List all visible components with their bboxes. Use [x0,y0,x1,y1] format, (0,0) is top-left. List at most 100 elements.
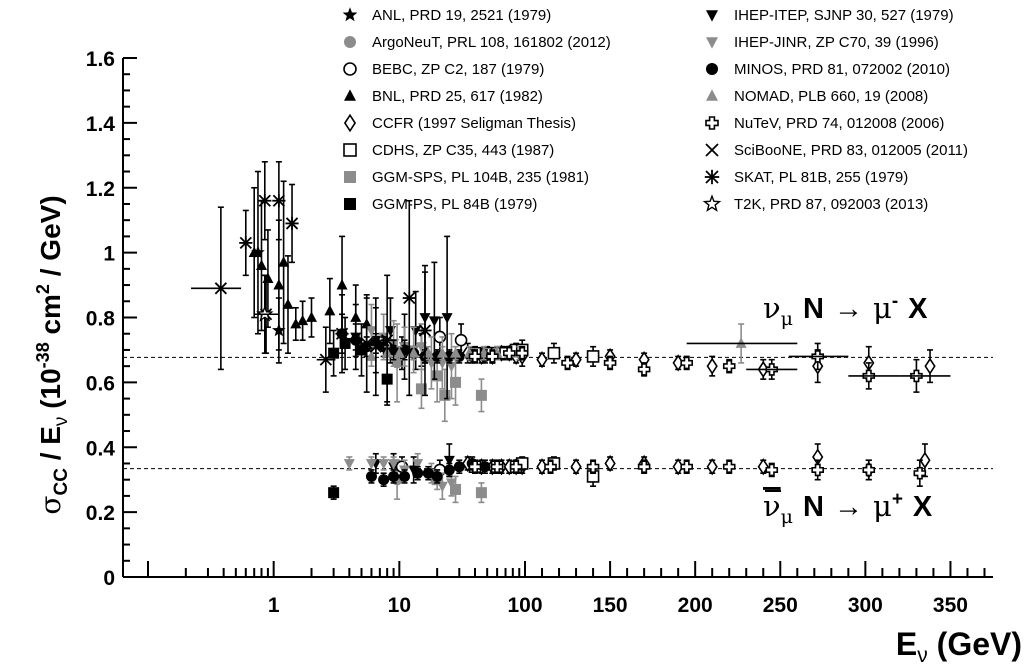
data-point [450,483,462,495]
legend-item: NuTeV, PRD 74, 012008 (2006) [705,115,944,132]
x-tick-label: 1 [268,594,280,617]
y-tick-label: 1.4 [86,113,116,136]
y-tick-label: 0 [103,567,115,590]
legend-marker [344,36,356,48]
y-tick-label: 1 [103,243,115,266]
legend-marker [344,198,356,210]
legend-marker [344,171,356,183]
legend-marker [705,143,719,157]
legend-marker [342,7,358,22]
data-point [248,246,260,258]
data-point [412,467,424,479]
legend-item: T2K, PRD 87, 092003 (2013) [702,194,928,213]
x-axis-title-e: E [896,626,917,662]
y-tick-label: 0.2 [86,502,115,525]
legend-item: CDHS, ZP C35, 443 (1987) [343,142,554,159]
data-point [339,337,351,349]
legend-label: IHEP-ITEP, SJNP 30, 527 (1979) [734,7,954,24]
data-point [388,344,400,356]
data-point [335,327,349,341]
legend-marker [706,63,718,75]
legend-label: SKAT, PL 81B, 255 (1979) [734,169,908,186]
data-point [441,313,453,324]
x-tick-label: 150 [593,594,628,617]
series [468,342,927,487]
x-tick-label: 250 [763,594,798,617]
data-point [547,346,561,360]
data-point [586,460,600,474]
series [328,316,393,500]
data-point [422,467,434,479]
data-point [412,459,424,470]
data-point [290,317,302,329]
x-axis-title-units: (GeV) [928,626,1022,662]
data-point [479,461,491,473]
data-point [360,336,374,351]
x-axis-title: Eν (GeV) [896,626,1022,666]
legend-label: T2K, PRD 87, 092003 (2013) [734,196,928,213]
data-point [536,351,548,369]
x-tick-label: 300 [848,594,883,617]
data-point [380,333,394,347]
legend-marker [704,169,720,185]
legend-item: BEBC, ZP C2, 187 (1979) [343,61,544,78]
legend-marker [706,89,718,101]
data-point [765,463,779,477]
y-axis-title-sigma: σ [34,496,67,515]
legend-item: GGM-PS, PL 84B (1979) [344,196,537,213]
legend-label: ArgoNeuT, PRL 108, 161802 (2012) [372,34,611,51]
nu-label-mu: μ [873,291,892,325]
data-point [239,236,253,250]
nu-label-sub: μ [781,308,793,330]
data-point [431,470,443,482]
data-point [278,256,290,267]
y-axis-title-units-b: cm [35,294,66,342]
y-tick-label: 1.6 [86,48,115,71]
legend-marker [706,10,718,22]
data-point [502,346,516,360]
data-point [328,347,340,359]
y-axis-title-exp: -38 [33,342,53,368]
data-point [393,347,405,358]
legend-marker [343,62,357,76]
data-point [586,350,600,363]
nubar-label-end: X [913,491,933,523]
y-tick-label: 0.4 [86,437,116,460]
data-point [251,245,265,259]
nubar-label-prefix: ν [763,489,781,523]
legend-marker [343,143,357,157]
legend-label: NOMAD, PLB 660, 19 (2008) [734,88,928,105]
legend-label: BEBC, ZP C2, 187 (1979) [372,61,544,78]
data-point [324,304,336,316]
legend-marker [706,37,718,49]
legend-item: NOMAD, PLB 660, 19 (2008) [706,88,928,105]
data-point [515,346,529,360]
y-tick-label: 0.8 [86,308,116,331]
data-point [490,460,504,474]
legend-label: GGM-PS, PL 84B (1979) [372,196,537,213]
legend: ANL, PRD 19, 2521 (1979) ArgoNeuT, PRL 10… [342,7,968,213]
data-point [919,451,931,469]
y-axis-title-sq: 2 [33,284,53,294]
data-point [603,356,617,370]
y-axis-title-units-c: / GeV) [35,195,66,284]
y-axis-title-cc: CC [51,468,72,496]
legend-item: IHEP-ITEP, SJNP 30, 527 (1979) [706,7,954,24]
data-point [637,363,651,376]
legend-marker [344,89,356,101]
data-point [415,383,427,395]
x-tick-label: 350 [933,594,968,617]
x-tick-label: 10 [388,594,411,617]
data-point [475,389,487,401]
data-point [486,350,499,363]
y-tick-label: 1.2 [86,178,115,201]
nubar-label-arrow: → [834,491,863,523]
data-point [258,194,272,208]
nu-label-arrow: → [834,293,863,325]
data-point [450,376,462,388]
data-point [436,481,448,493]
legend-label: CDHS, ZP C35, 443 (1987) [372,142,554,159]
data-point [273,279,285,290]
legend-label: NuTeV, PRD 74, 012008 (2006) [734,115,944,132]
data-point [343,459,355,470]
